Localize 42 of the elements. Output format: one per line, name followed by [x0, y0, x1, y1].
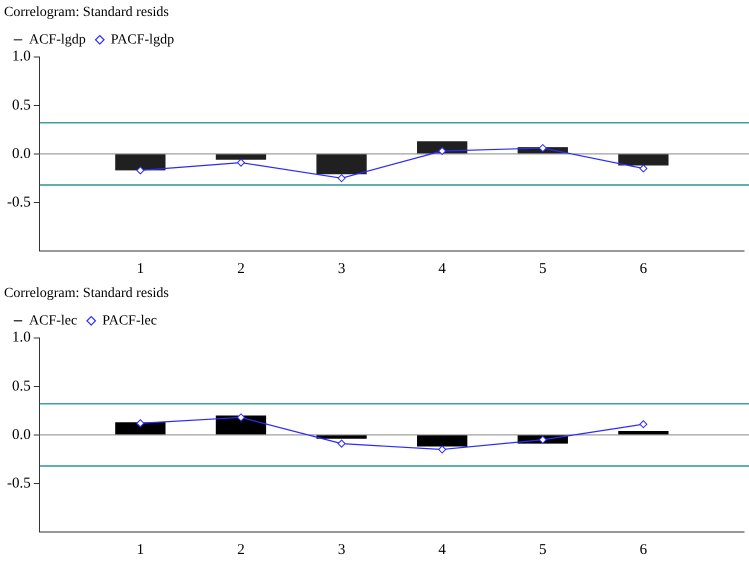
y-tick-label: -0.5 — [6, 475, 31, 492]
legend-label: PACF-lgdp — [110, 32, 174, 48]
x-tick-label: 5 — [539, 542, 547, 558]
x-tick-label: 1 — [136, 260, 144, 277]
x-tick-label: 1 — [136, 542, 144, 558]
y-tick-label: 1.0 — [12, 48, 31, 65]
point — [438, 146, 446, 155]
point — [639, 420, 648, 428]
point — [639, 164, 648, 172]
x-tick-label: 2 — [237, 260, 245, 277]
x-tick-label: 3 — [338, 542, 346, 558]
x-tick-label: 4 — [438, 260, 446, 277]
point — [236, 413, 245, 422]
bar — [115, 154, 166, 170]
x-tick-label: 6 — [640, 542, 648, 558]
y-tick-label: 0.5 — [12, 97, 31, 114]
chart-title: Correlogram: Standard resids — [4, 5, 169, 20]
point — [438, 445, 446, 454]
x-tick-label: 5 — [539, 260, 547, 277]
y-tick-label: 0.0 — [12, 426, 31, 443]
legend-label: PACF-lec — [102, 313, 157, 328]
point — [136, 419, 144, 428]
point — [338, 174, 346, 182]
point — [236, 158, 245, 167]
bar — [618, 154, 669, 166]
y-tick-label: 0.0 — [12, 146, 31, 162]
point — [538, 144, 547, 152]
bar — [316, 154, 367, 174]
point — [538, 436, 547, 444]
x-tick-label: 4 — [438, 542, 446, 558]
y-tick-label: 0.5 — [12, 378, 31, 394]
point — [136, 166, 144, 174]
bar — [216, 154, 266, 160]
legend-label: ACF-lec — [29, 313, 78, 328]
y-tick-label: -0.5 — [6, 194, 31, 210]
legend-label: ACF-lgdp — [29, 32, 86, 48]
y-tick-label: 1.0 — [12, 330, 31, 346]
x-tick-label: 6 — [640, 260, 648, 277]
point — [338, 440, 346, 448]
chart-title: Correlogram: Standard resids — [4, 286, 169, 302]
x-tick-label: 2 — [237, 542, 245, 558]
x-tick-label: 3 — [338, 260, 346, 277]
